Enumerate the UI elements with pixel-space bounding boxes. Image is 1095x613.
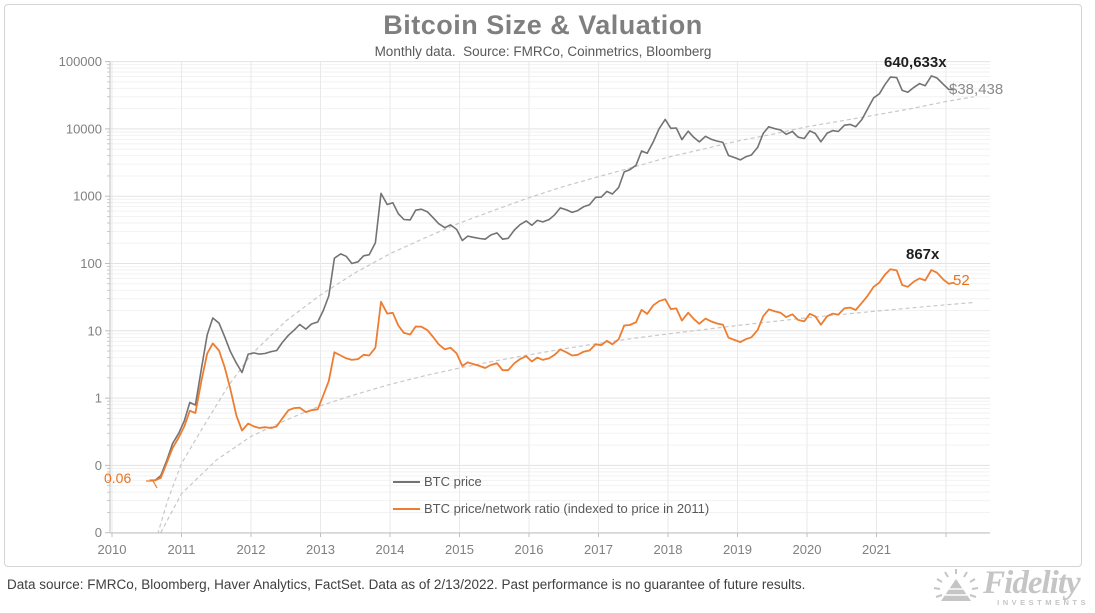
disclaimer-text: Data source: FMRCo, Bloomberg, Haver Ana… — [7, 577, 806, 592]
price-series-line — [149, 75, 955, 482]
trend-line — [157, 96, 974, 533]
legend-item-price: BTC price — [393, 468, 709, 495]
x-tick-label: 2021 — [862, 542, 891, 557]
x-tick-label: 2016 — [515, 542, 544, 557]
ratio-peak-multiple-annotation: 867x — [906, 246, 940, 263]
x-tick-label: 2013 — [306, 542, 335, 557]
legend-label-ratio: BTC price/network ratio (indexed to pric… — [424, 501, 710, 516]
y-tick-label: 0 — [95, 525, 102, 540]
y-tick-label: 10000 — [66, 121, 102, 136]
fidelity-logo: Fidelity INVESTMENTS — [931, 565, 1089, 608]
fidelity-logo-text: Fidelity INVESTMENTS — [983, 565, 1089, 608]
y-tick-label: 1 — [95, 391, 102, 406]
grid-minor — [110, 64, 990, 513]
chart-subtitle: Monthly data. Source: FMRCo, Coinmetrics… — [374, 44, 712, 59]
x-tick-label: 2010 — [98, 542, 127, 557]
y-tick-label: 0 — [95, 458, 102, 473]
trend-lines — [157, 96, 974, 533]
y-tick-label: 10 — [88, 323, 102, 338]
y-tick-label: 100 — [80, 256, 102, 271]
x-tick-label: 2019 — [723, 542, 752, 557]
start-value-connector — [146, 480, 158, 489]
grid-major — [110, 61, 990, 534]
x-tick-label: 2014 — [376, 542, 405, 557]
x-tick-label: 2020 — [793, 542, 822, 557]
fidelity-pyramid-icon — [933, 569, 979, 601]
ratio-line-swatch — [393, 507, 420, 510]
chart-title: Bitcoin Size & Valuation — [383, 10, 703, 40]
data-series — [149, 75, 955, 482]
x-tick-label: 2015 — [445, 542, 474, 557]
price-line-swatch — [393, 480, 420, 483]
x-tick-label: 2012 — [237, 542, 266, 557]
price-end-value-annotation: $38,438 — [949, 81, 1004, 98]
x-tick-label: 2018 — [654, 542, 683, 557]
x-tick-label: 2011 — [168, 542, 196, 557]
ratio-end-value-annotation: 52 — [953, 272, 970, 289]
fidelity-logo-name: Fidelity — [983, 565, 1080, 601]
fidelity-logo-subtitle: INVESTMENTS — [997, 598, 1089, 607]
legend-label-price: BTC price — [424, 474, 482, 489]
x-tick-label: 2017 — [584, 542, 613, 557]
ratio-series-line — [149, 268, 955, 482]
y-tick-label: 1000 — [73, 189, 102, 204]
y-tick-label: 100000 — [59, 54, 102, 69]
series-start-value-annotation: 0.06 — [104, 470, 132, 486]
price-peak-multiple-annotation: 640,633x — [884, 54, 947, 71]
legend-item-ratio: BTC price/network ratio (indexed to pric… — [393, 495, 709, 522]
chart-legend: BTC price BTC price/network ratio (index… — [393, 468, 709, 522]
